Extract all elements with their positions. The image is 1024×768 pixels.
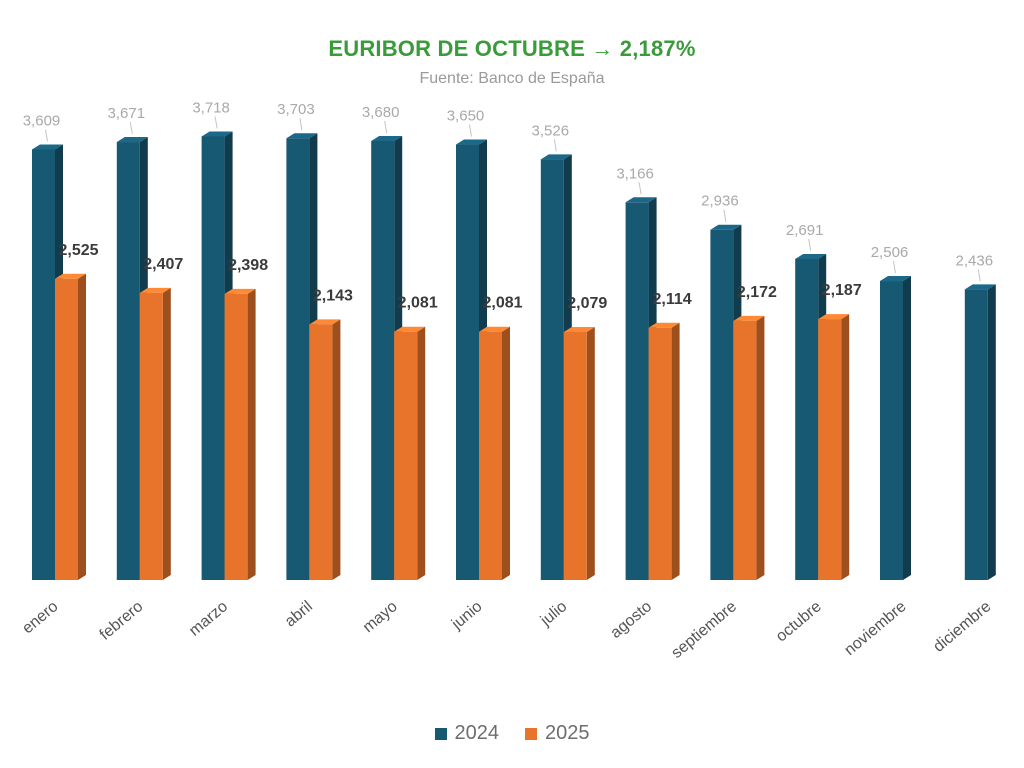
label-2024-octubre: 2,691	[786, 222, 824, 239]
label-2024-abril: 3,703	[277, 101, 315, 118]
x-tick-octubre: octubre	[773, 598, 825, 645]
label-2024-junio: 3,650	[447, 108, 485, 125]
bar-2025-julio	[563, 326, 595, 580]
leader-2024-abril	[299, 118, 303, 131]
chart-subtitle: Fuente: Banco de España	[419, 70, 605, 87]
x-tick-junio: junio	[448, 598, 486, 633]
leader-2024-marzo	[214, 116, 218, 129]
legend-item-2024[interactable]: 2024	[434, 722, 500, 745]
label-2024-febrero: 3,671	[108, 105, 146, 122]
label-2025-septiembre: 2,172	[737, 284, 777, 301]
bar-2025-septiembre	[733, 315, 765, 580]
x-tick-mayo: mayo	[360, 598, 401, 636]
bar-2024-diciembre	[964, 284, 996, 580]
x-tick-septiembre: septiembre	[668, 598, 740, 662]
label-2024-noviembre: 2,506	[871, 244, 909, 261]
label-2024-septiembre: 2,936	[701, 193, 739, 210]
x-tick-diciembre: diciembre	[930, 598, 994, 656]
bar-2025-agosto	[648, 322, 680, 580]
label-2025-marzo: 2,398	[228, 257, 268, 274]
label-2024-marzo: 3,718	[192, 99, 230, 116]
label-2025-abril: 2,143	[313, 287, 353, 304]
leader-2024-febrero	[129, 121, 133, 135]
leader-2024-julio	[553, 139, 557, 152]
bar-2025-octubre	[818, 314, 850, 580]
label-2025-enero: 2,525	[58, 242, 98, 259]
legend: 2024 2025	[0, 722, 1024, 745]
label-2024-agosto: 3,166	[616, 165, 654, 182]
legend-label-2025: 2025	[545, 722, 590, 744]
label-2024-diciembre: 2,436	[956, 252, 994, 269]
x-tick-enero: enero	[19, 598, 61, 637]
bar-2025-enero	[55, 273, 86, 580]
leader-2024-septiembre	[723, 209, 727, 222]
x-tick-abril: abril	[282, 598, 316, 630]
label-2024-julio: 3,526	[532, 122, 570, 139]
leader-2024-enero	[45, 129, 48, 142]
leader-2024-noviembre	[893, 260, 896, 274]
bars-layer	[32, 131, 996, 581]
legend-label-2024: 2024	[454, 722, 500, 744]
legend-item-2025[interactable]: 2025	[525, 722, 590, 745]
chart-title: EURIBOR DE OCTUBRE → 2,187%	[328, 36, 696, 61]
bar-2025-febrero	[139, 287, 171, 580]
label-2025-octubre: 2,187	[822, 282, 862, 299]
x-tick-julio: julio	[537, 598, 571, 630]
x-tick-agosto: agosto	[607, 598, 655, 642]
bar-2024-noviembre	[880, 276, 911, 580]
label-2025-julio: 2,079	[567, 295, 607, 312]
label-2025-mayo: 2,081	[398, 295, 438, 312]
label-2025-agosto: 2,114	[653, 291, 692, 308]
bar-2025-junio	[479, 326, 510, 580]
x-axis-labels: enero febrero marzo abril mayo junio julio agos…	[19, 598, 994, 662]
label-2024-enero: 3,609	[23, 112, 61, 129]
x-tick-febrero: febrero	[97, 598, 147, 644]
leader-2024-junio	[469, 124, 472, 137]
label-2024-mayo: 3,680	[362, 104, 400, 121]
leader-2024-mayo	[384, 120, 388, 134]
legend-swatch-2024	[434, 727, 447, 740]
data-labels-layer: 3,609 2,525 3,671 2,407 3,718 2,398 3,703 2,143…	[23, 99, 993, 312]
bar-2025-abril	[309, 319, 341, 580]
bar-2025-marzo	[224, 288, 256, 580]
x-tick-marzo: marzo	[186, 598, 231, 640]
bar-2025-mayo	[394, 326, 426, 580]
legend-swatch-2025	[525, 727, 537, 740]
label-2025-febrero: 2,407	[143, 256, 183, 273]
leader-2024-agosto	[638, 182, 642, 195]
label-2025-junio: 2,081	[482, 295, 522, 312]
x-tick-noviembre: noviembre	[841, 598, 909, 659]
leader-2024-octubre	[808, 238, 812, 252]
leader-2024-diciembre	[977, 269, 981, 282]
